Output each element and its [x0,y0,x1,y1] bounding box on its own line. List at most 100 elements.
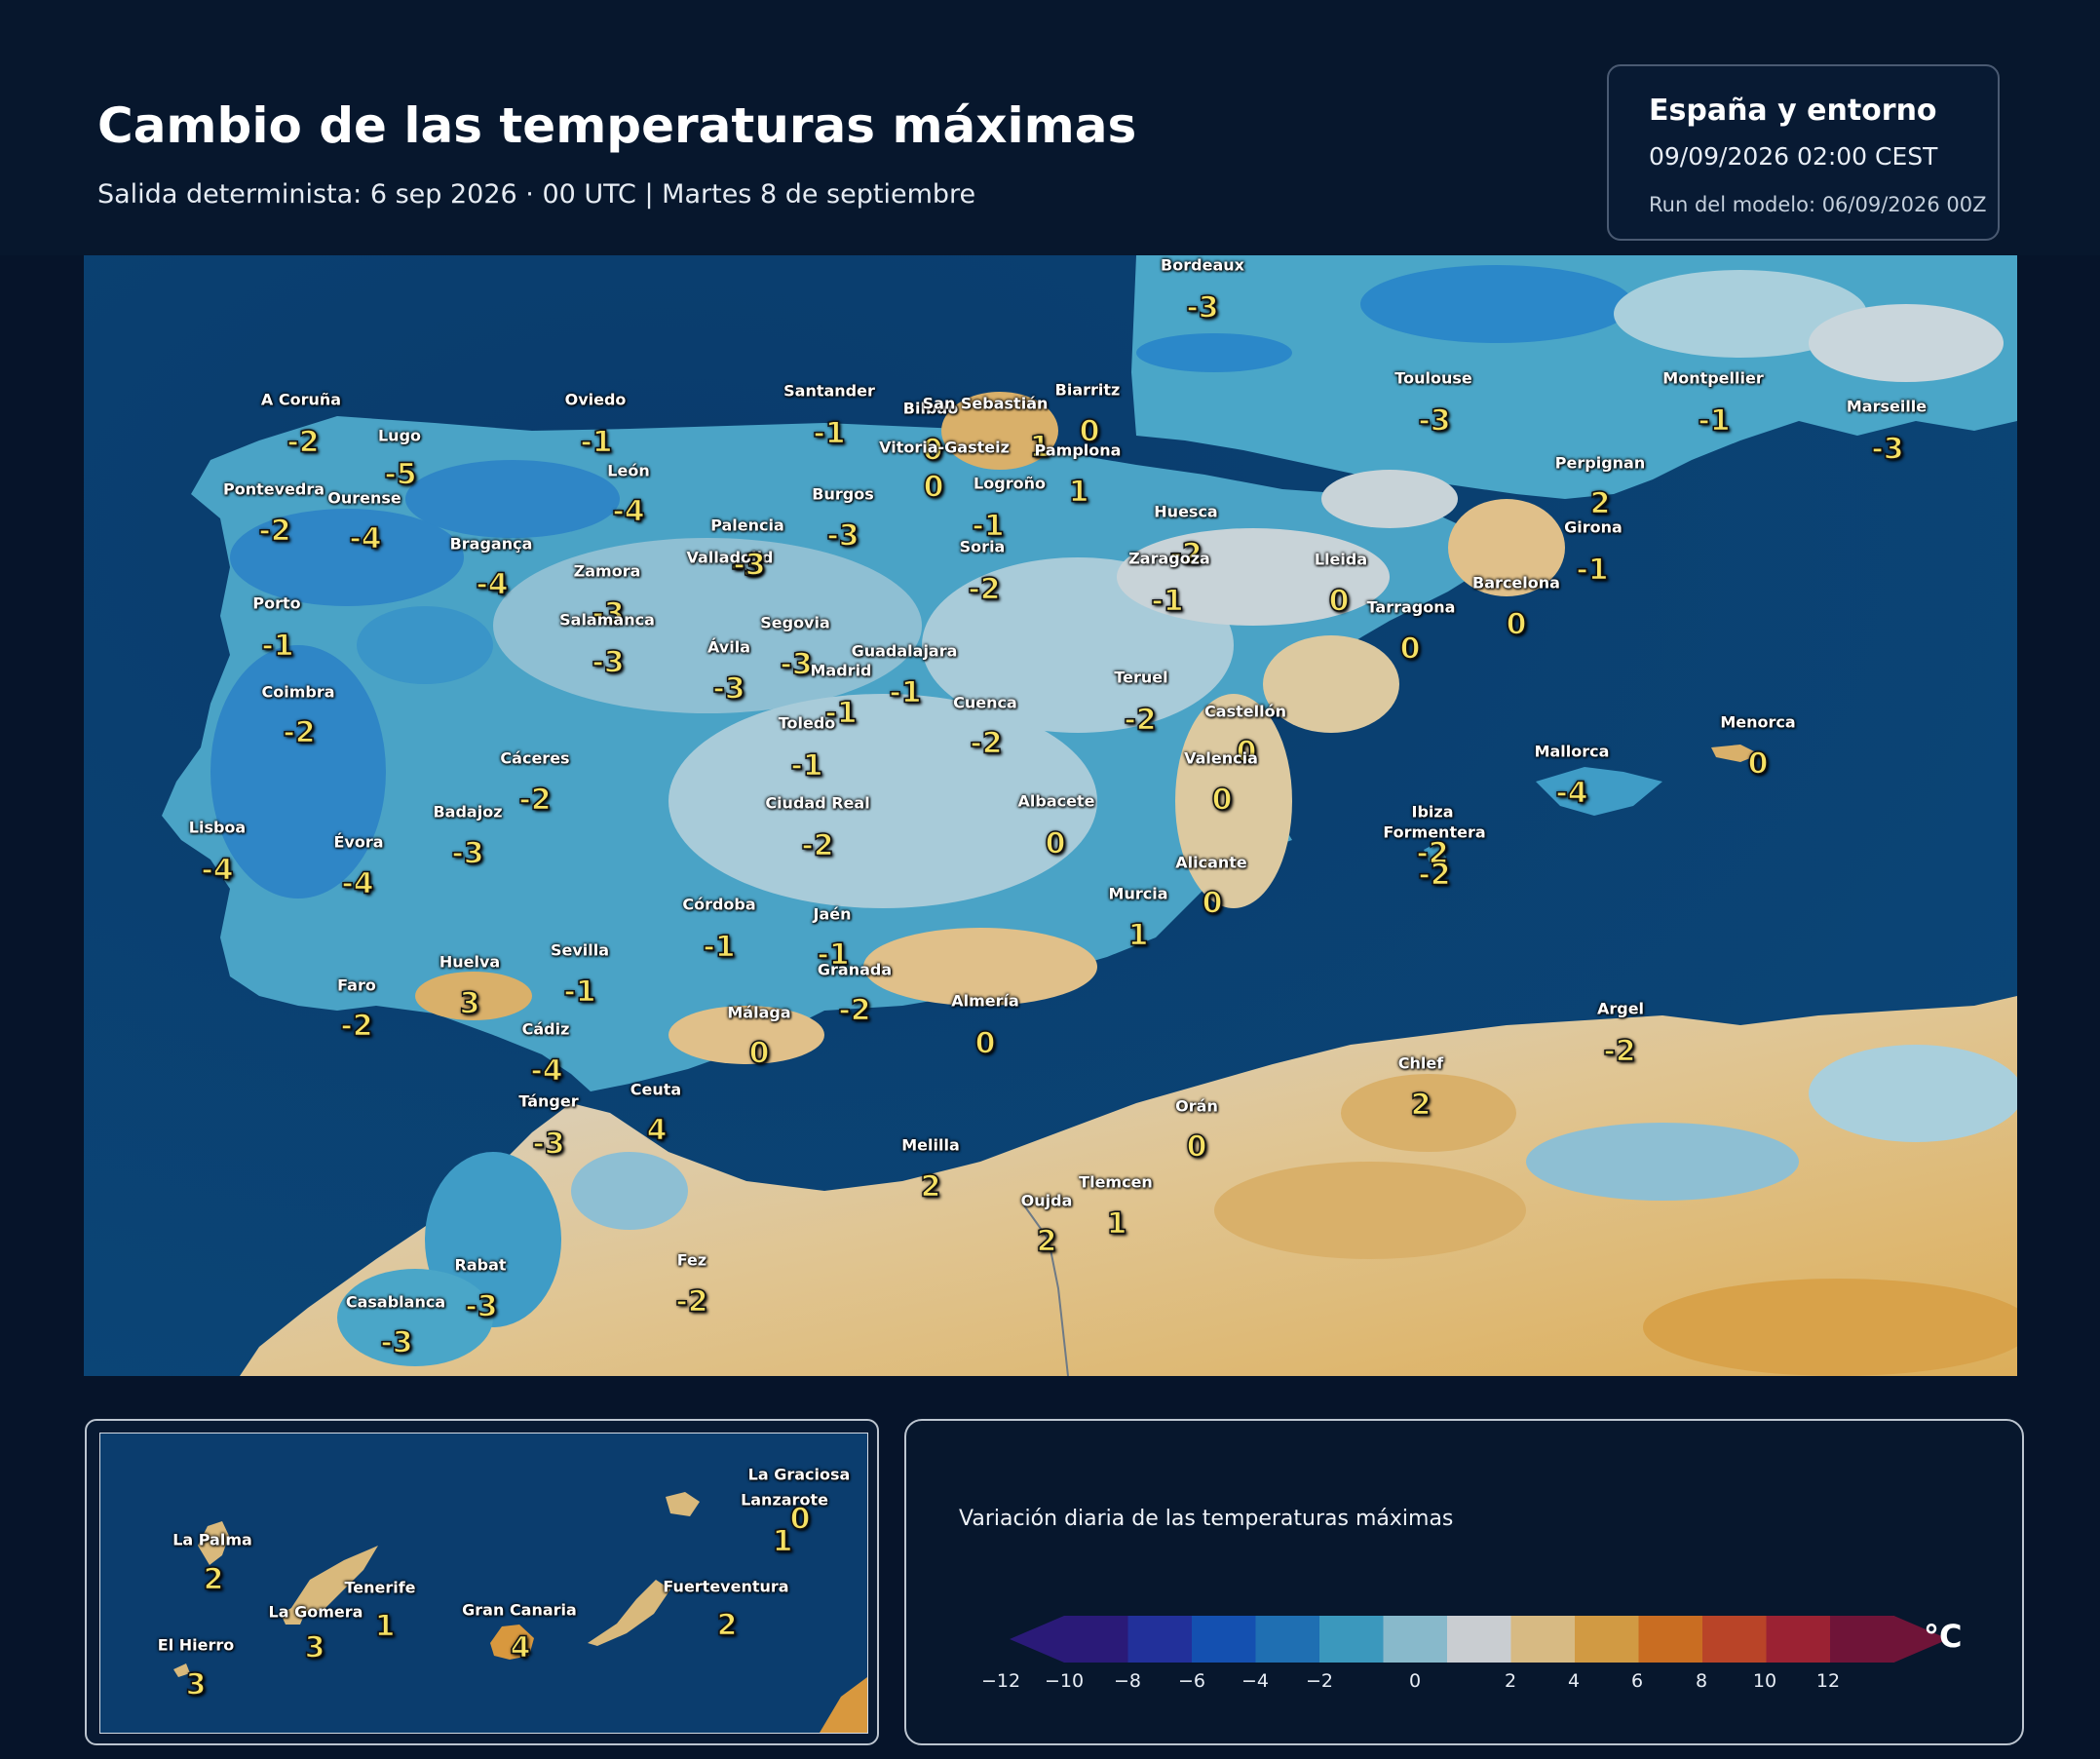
legend-swatch [1702,1616,1767,1663]
page-title: Cambio de las temperaturas máximas [97,97,1137,154]
city-value-cadiz: -4 [530,1053,564,1090]
city-value-formentera: -2 [1418,858,1452,894]
city-value-caceres: -2 [518,783,553,819]
island-value-gran-canaria: 4 [510,1630,531,1666]
city-value-badajoz: -3 [451,836,485,872]
city-label-cordoba: Córdoba [682,895,756,914]
city-label-almeria: Almería [951,991,1019,1011]
city-label-fez: Fez [676,1250,707,1270]
city-label-cadiz: Cádiz [521,1019,570,1039]
city-value-segovia: -3 [780,647,814,683]
legend-swatch [1575,1616,1639,1663]
legend-swatch [1638,1616,1703,1663]
city-label-lisboa: Lisboa [188,818,247,837]
city-value-rabat: -3 [465,1289,499,1325]
info-valid-date: 09/09/2026 02:00 CEST [1649,142,1938,171]
city-value-murcia: 1 [1127,918,1149,954]
city-value-alicante: 0 [1202,886,1223,922]
city-label-sevilla: Sevilla [550,940,610,960]
city-label-a-coruna: A Coruña [260,390,342,409]
legend-swatch [1192,1616,1256,1663]
city-value-granada: -2 [838,993,872,1029]
island-value-tenerife: 1 [374,1609,396,1645]
city-value-almeria: 0 [974,1026,996,1062]
canarias-background [100,1434,867,1733]
city-label-segovia: Segovia [760,613,830,632]
city-value-huelva: 3 [459,986,480,1022]
city-label-toulouse: Toulouse [1394,368,1472,388]
city-label-huesca: Huesca [1154,502,1218,521]
city-value-tanger: -3 [532,1127,566,1163]
city-value-lugo: -5 [384,457,418,493]
city-label-zamora: Zamora [573,561,641,581]
legend-swatch [1830,1616,1894,1663]
city-value-argel: -2 [1603,1034,1637,1070]
city-label-soria: Soria [959,537,1006,556]
city-label-tarragona: Tarragona [1366,597,1456,617]
city-value-pamplona: 1 [1068,475,1089,511]
island-label-fuerteventura: Fuerteventura [663,1577,789,1596]
city-label-huelva: Huelva [439,952,501,972]
legend-swatch [1383,1616,1448,1663]
island-label-tenerife: Tenerife [344,1578,416,1597]
city-value-lisboa: -4 [201,853,235,889]
legend-swatch [1510,1616,1576,1663]
map-background [84,255,2017,1376]
city-label-casablanca: Casablanca [345,1292,446,1312]
city-label-bordeaux: Bordeaux [1161,255,1244,275]
city-value-soria: -2 [968,572,1002,608]
city-value-toledo: -1 [790,748,824,784]
city-label-menorca: Menorca [1720,712,1796,732]
island-label-gran-canaria: Gran Canaria [462,1600,577,1620]
island-value-fuerteventura: 2 [716,1608,738,1644]
city-label-pontevedra: Pontevedra [222,479,325,499]
city-label-braganca: Bragança [449,534,533,554]
city-value-a-coruna: -2 [286,425,321,461]
city-label-oviedo: Oviedo [564,390,627,409]
city-label-logrono: Logroño [974,474,1046,493]
legend-swatch [1255,1616,1320,1663]
city-label-porto: Porto [252,593,301,613]
city-value-san-sebastian: 1 [1029,430,1050,466]
city-value-melilla: 2 [920,1169,941,1205]
legend-right-arrow [1893,1616,1949,1663]
city-value-faro: -2 [340,1009,374,1045]
info-box: España y entorno 09/09/2026 02:00 CEST R… [1607,64,2000,241]
city-value-braganca: -4 [476,567,510,603]
city-value-porto: -1 [261,629,295,665]
city-value-jaen: -1 [817,937,851,974]
city-value-madrid: -1 [824,696,859,732]
city-label-badajoz: Badajoz [433,802,503,822]
city-label-palencia: Palencia [710,516,784,535]
city-label-caceres: Cáceres [500,748,570,768]
island-value-island-8: 1 [772,1524,793,1560]
city-label-barcelona: Barcelona [1472,573,1560,593]
city-value-marseille: -3 [1871,432,1905,468]
city-value-cuenca: -2 [970,726,1004,762]
city-value-casablanca: -3 [380,1325,414,1361]
legend-title: Variación diaria de las temperaturas máx… [959,1507,1454,1531]
city-label-salamanca: Salamanca [559,610,655,630]
city-value-barcelona: 0 [1506,607,1527,643]
island-label-la-palma: La Palma [172,1530,252,1549]
city-value-sevilla: -1 [563,975,597,1011]
city-value-oujda: 2 [1036,1224,1057,1260]
city-label-valencia: Valencia [1184,748,1258,768]
city-label-montpellier: Montpellier [1662,368,1764,388]
city-label-girona: Girona [1564,517,1623,537]
info-region: España y entorno [1649,94,1937,128]
city-value-castellon: 0 [1236,735,1257,771]
header: Cambio de las temperaturas máximas Salid… [0,0,2100,255]
island-value-la-palma: 2 [203,1562,224,1598]
island-value-lanzarote: 0 [789,1502,811,1538]
city-value-salamanca: -3 [592,645,626,681]
city-value-tarragona: 0 [1399,631,1421,668]
legend-tick: −6 [1177,1670,1206,1692]
legend-tick: −8 [1113,1670,1142,1692]
legend-tick: 8 [1695,1670,1708,1692]
city-label-san-sebastian: San Sebastián [922,394,1049,413]
city-value-pontevedra: -2 [258,514,292,550]
city-value-menorca: 0 [1747,746,1769,783]
city-value-logrono: -1 [972,509,1006,545]
city-label-valladolid: Valladolid [686,548,774,567]
